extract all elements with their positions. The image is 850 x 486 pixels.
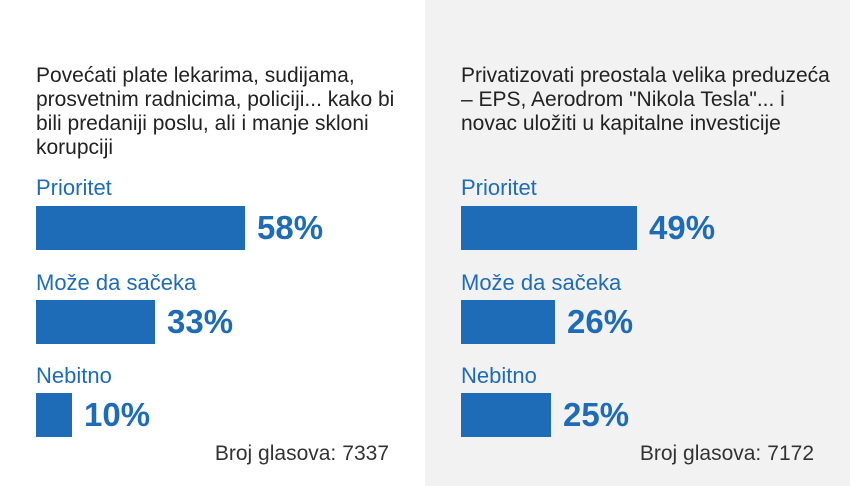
vote-count-label: Broj glasova: xyxy=(639,442,762,465)
percent-label: 10% xyxy=(84,396,151,433)
percent-label: 26% xyxy=(567,303,634,340)
vote-count-value: 7172 xyxy=(767,442,814,465)
option-label: Nebitno xyxy=(461,363,537,388)
percent-label: 58% xyxy=(257,209,324,246)
vote-count: Broj glasova: 7337 xyxy=(215,442,389,466)
result-bar xyxy=(36,206,245,250)
result-bar xyxy=(461,300,555,344)
poll-question: Povećati plate lekarima, sudijama, prosv… xyxy=(36,64,395,159)
percent-label: 49% xyxy=(649,209,716,246)
option-label: Prioritet xyxy=(36,175,112,200)
result-bar xyxy=(461,206,637,250)
result-bar xyxy=(36,393,72,437)
option-label: Može da sačeka xyxy=(461,270,622,295)
percent-label: 25% xyxy=(563,396,630,433)
option-label: Prioritet xyxy=(461,175,537,200)
poll-panel-right: Privatizovati preostala velika preduzeća… xyxy=(425,0,850,486)
vote-count-label: Broj glasova: xyxy=(214,442,337,465)
vote-count-value: 7337 xyxy=(342,442,389,465)
percent-label: 33% xyxy=(167,303,234,340)
poll-panel-left: Povećati plate lekarima, sudijama, prosv… xyxy=(36,64,395,466)
result-bar xyxy=(461,393,551,437)
option-label: Može da sačeka xyxy=(36,270,197,295)
vote-count: Broj glasova: 7172 xyxy=(640,442,814,466)
result-bar xyxy=(36,300,155,344)
option-label: Nebitno xyxy=(36,363,112,388)
poll-question: Privatizovati preostala velika preduzeća… xyxy=(461,64,830,135)
